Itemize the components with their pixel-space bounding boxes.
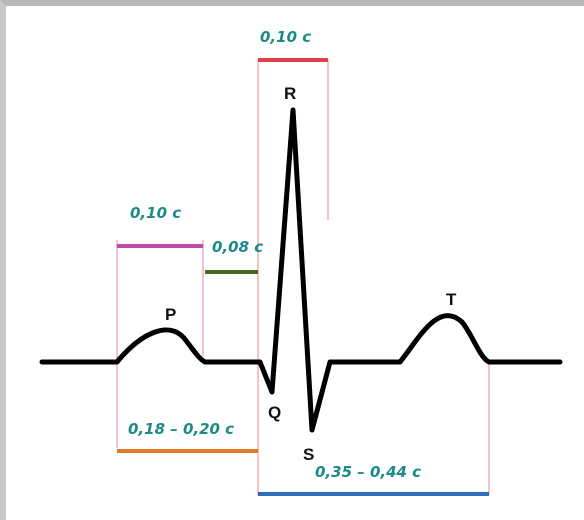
t-wave-label: T (446, 290, 457, 309)
pq-segment-label: 0,08 c (212, 238, 263, 256)
qt-interval-label: 0,35 – 0,44 c (315, 463, 421, 481)
pq-interval-label: 0,18 – 0,20 c (128, 420, 234, 438)
s-wave-label: S (303, 445, 314, 464)
qrs-duration-label: 0,10 c (260, 28, 311, 46)
ecg-trace (39, 107, 563, 433)
r-wave-label: R (284, 84, 296, 103)
guide-lines (116, 60, 490, 495)
p-wave-label: P (165, 305, 176, 324)
q-wave-label: Q (268, 403, 281, 422)
p-wave-duration-label: 0,10 c (130, 204, 181, 222)
